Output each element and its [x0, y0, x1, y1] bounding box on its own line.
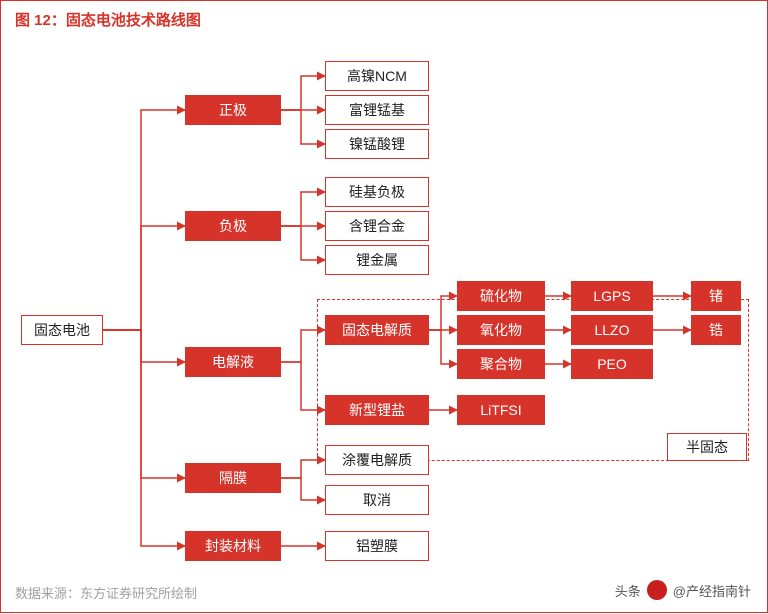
node-sep_2: 取消	[325, 485, 429, 515]
node-salt: 新型锂盐	[325, 395, 429, 425]
edge-anode-anode_3	[281, 226, 325, 260]
semi-solid-label-text: 半固态	[686, 437, 728, 457]
data-source: 数据来源：东方证券研究所绘制	[15, 583, 197, 602]
semi-solid-label: 半固态	[667, 433, 747, 461]
watermark-text: @产经指南针	[673, 581, 751, 600]
node-anode: 负极	[185, 211, 281, 241]
edge-root-anode	[103, 226, 185, 330]
edge-root-separator	[103, 330, 185, 478]
edge-root-cathode	[103, 110, 185, 330]
node-sep_1: 涂覆电解质	[325, 445, 429, 475]
node-sse_1: 硫化物	[457, 281, 545, 311]
edge-cathode-cathode_1	[281, 76, 325, 110]
node-lgps: LGPS	[571, 281, 653, 311]
edge-separator-sep_2	[281, 478, 325, 500]
watermark-avatar-icon	[647, 580, 667, 600]
node-root: 固态电池	[21, 315, 103, 345]
node-electrolyte: 电解液	[185, 347, 281, 377]
node-cathode_2: 富锂锰基	[325, 95, 429, 125]
node-separator: 隔膜	[185, 463, 281, 493]
watermark: 头条 @产经指南针	[615, 580, 751, 600]
node-ge: 锗	[691, 281, 741, 311]
node-cathode_1: 高镍NCM	[325, 61, 429, 91]
edge-anode-anode_1	[281, 192, 325, 226]
node-cathode: 正极	[185, 95, 281, 125]
node-sse_3: 聚合物	[457, 349, 545, 379]
node-anode_1: 硅基负极	[325, 177, 429, 207]
node-zr: 锆	[691, 315, 741, 345]
node-packaging: 封装材料	[185, 531, 281, 561]
edge-cathode-cathode_3	[281, 110, 325, 144]
node-cathode_3: 镍锰酸锂	[325, 129, 429, 159]
node-pkg_1: 铝塑膜	[325, 531, 429, 561]
figure-container: 图 12：固态电池技术路线图 固态电池正极高镍NCM富锂锰基镍锰酸锂负极硅基负极…	[0, 0, 768, 613]
node-sse: 固态电解质	[325, 315, 429, 345]
node-litfsi: LiTFSI	[457, 395, 545, 425]
node-sse_2: 氧化物	[457, 315, 545, 345]
watermark-prefix: 头条	[615, 581, 641, 600]
edge-root-electrolyte	[103, 330, 185, 362]
node-llzo: LLZO	[571, 315, 653, 345]
edge-separator-sep_1	[281, 460, 325, 478]
node-anode_3: 锂金属	[325, 245, 429, 275]
node-peo: PEO	[571, 349, 653, 379]
node-anode_2: 含锂合金	[325, 211, 429, 241]
